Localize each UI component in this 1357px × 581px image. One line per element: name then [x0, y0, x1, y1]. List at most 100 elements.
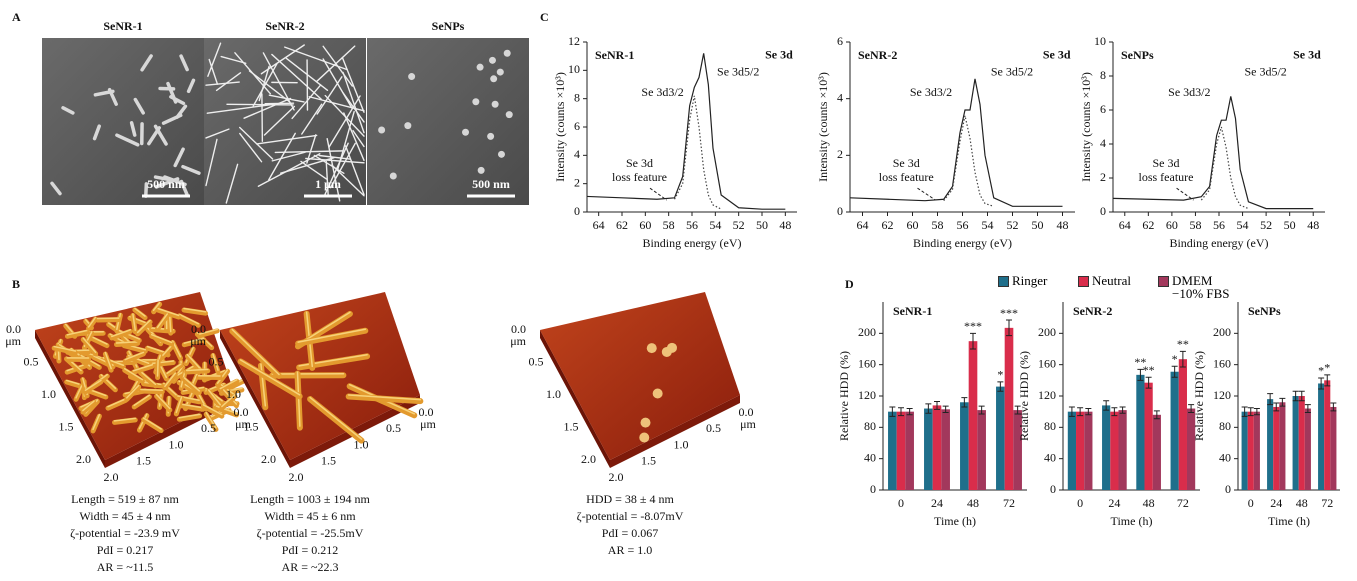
significance: * — [1324, 361, 1330, 375]
significance: * — [1318, 364, 1324, 378]
bar — [1118, 410, 1126, 490]
width-tick-label: 1.0 — [354, 437, 369, 451]
property-text: Width = 45 ± 6 nm — [264, 509, 356, 523]
width-tick-label: 1.0 — [169, 437, 184, 451]
x-tick-label: 56 — [1213, 218, 1225, 232]
panel-label: C — [540, 10, 549, 24]
spectrum-line — [850, 79, 1063, 206]
scale-label: 500 nm — [472, 177, 510, 191]
width-unit: μm — [420, 417, 436, 431]
x-tick-label: 0 — [1248, 496, 1254, 510]
y-axis-label: Intensity (counts ×10³) — [1079, 72, 1093, 182]
width-tick-label: 2.0 — [104, 470, 119, 484]
x-tick-label: 48 — [1296, 496, 1308, 510]
y-tick-label: 160 — [1213, 356, 1231, 370]
y-tick-label: 4 — [1100, 136, 1106, 150]
chart-title: SeNR-2 — [858, 48, 897, 62]
x-tick-label: 56 — [957, 218, 969, 232]
annotation: Se 3d — [1293, 47, 1321, 61]
y-tick-label: 0 — [870, 482, 876, 496]
bar — [933, 405, 942, 490]
y-tick-label: 6 — [837, 34, 843, 48]
chart-title: SeNPs — [1248, 304, 1281, 318]
x-axis-label: Time (h) — [1268, 514, 1310, 528]
x-tick-label: 72 — [1321, 496, 1333, 510]
x-tick-label: 0 — [1077, 496, 1083, 510]
depth-tick-label: 2.0 — [261, 452, 276, 466]
legend-item: Ringer — [998, 274, 1047, 287]
x-tick-label: 48 — [779, 218, 791, 232]
x-tick-label: 48 — [967, 496, 979, 510]
afm-particle — [639, 433, 649, 443]
x-axis-label: Binding energy (eV) — [1169, 236, 1268, 250]
x-tick-label: 64 — [857, 218, 869, 232]
afm-particle — [667, 343, 677, 353]
x-tick-label: 56 — [686, 218, 698, 232]
annotation: Se 3d — [893, 156, 920, 170]
y-tick-label: 8 — [574, 90, 580, 104]
chart-title: SeNPs — [1121, 48, 1154, 62]
y-tick-label: 160 — [1038, 356, 1056, 370]
width-tick-label: 0.5 — [706, 421, 721, 435]
legend-swatch — [1158, 276, 1169, 287]
property-text: Width = 45 ± 4 nm — [79, 509, 171, 523]
legend-swatch — [998, 276, 1009, 287]
property-text: ζ-potential = -25.5mV — [257, 526, 364, 540]
y-tick-label: 0 — [1225, 482, 1231, 496]
nanoparticle — [408, 73, 415, 80]
legend-label: Neutral — [1092, 274, 1131, 287]
x-tick-label: 50 — [1032, 218, 1044, 232]
nanoparticle — [462, 129, 469, 136]
y-tick-label: 120 — [858, 388, 876, 402]
depth-tick-label: 0.5 — [529, 354, 544, 368]
nanoparticle — [497, 69, 504, 76]
x-tick-label: 64 — [1119, 218, 1131, 232]
bar — [1153, 415, 1161, 490]
panel-label: D — [845, 277, 854, 291]
depth-tick-label: 1.0 — [41, 387, 56, 401]
significance: * — [1172, 352, 1178, 366]
bar — [1076, 412, 1084, 490]
significance: * — [997, 368, 1003, 382]
width-tick-label: 0.5 — [201, 421, 216, 435]
property-text: HDD = 38 ± 4 nm — [586, 492, 674, 506]
annotation: loss feature — [612, 170, 667, 184]
x-tick-label: 52 — [1260, 218, 1272, 232]
depth-unit: μm — [510, 334, 526, 348]
x-tick-label: 48 — [1143, 496, 1155, 510]
width-tick-label: 1.0 — [674, 437, 689, 451]
y-axis-label: Intensity (counts ×10³) — [553, 72, 567, 182]
x-tick-label: 24 — [1270, 496, 1282, 510]
y-tick-label: 120 — [1213, 388, 1231, 402]
bar — [1293, 396, 1299, 490]
y-tick-label: 200 — [1213, 325, 1231, 339]
annotation: Se 3d5/2 — [1244, 64, 1286, 78]
significance: *** — [1000, 306, 1018, 320]
image-title: SeNR-2 — [265, 19, 304, 33]
sem-image — [204, 38, 366, 205]
significance: *** — [964, 319, 982, 333]
bar — [977, 410, 986, 490]
legend-item: DMEM −10% FBS — [1158, 274, 1236, 300]
nanoparticle — [478, 167, 485, 174]
x-tick-label: 0 — [898, 496, 904, 510]
y-tick-label: 80 — [1219, 419, 1231, 433]
x-tick-label: 60 — [907, 218, 919, 232]
x-tick-label: 50 — [1284, 218, 1296, 232]
y-tick-label: 0 — [1050, 482, 1056, 496]
x-tick-label: 60 — [639, 218, 651, 232]
x-tick-label: 48 — [1057, 218, 1069, 232]
bar — [1267, 399, 1273, 490]
afm-particle — [641, 418, 651, 428]
image-title: SeNPs — [432, 19, 465, 33]
x-tick-label: 52 — [1007, 218, 1019, 232]
annotation: Se 3d3/2 — [1168, 85, 1210, 99]
x-tick-label: 58 — [932, 218, 944, 232]
y-tick-label: 10 — [1094, 34, 1106, 48]
annotation: Se 3d5/2 — [991, 64, 1033, 78]
property-text: AR = ~22.3 — [282, 560, 339, 574]
annotation: loss feature — [1139, 170, 1194, 184]
nanoparticle — [492, 101, 499, 108]
nanoparticle — [504, 50, 511, 57]
nanoparticle — [404, 122, 411, 129]
